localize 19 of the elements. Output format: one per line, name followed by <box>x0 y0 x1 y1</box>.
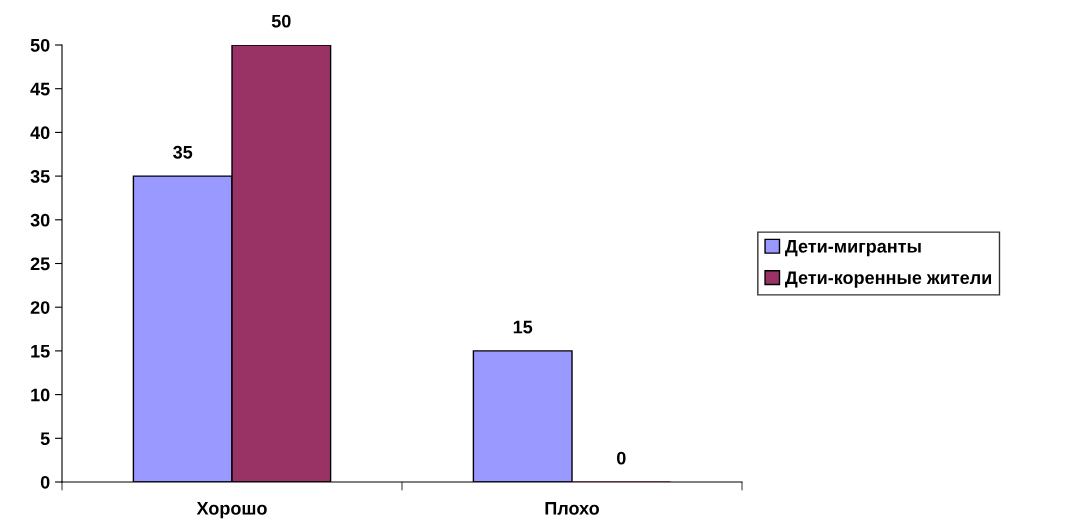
y-tick-label: 20 <box>30 301 50 314</box>
y-tick-label: 35 <box>30 170 50 183</box>
data-label: 0 <box>616 451 626 465</box>
y-tick-label: 40 <box>30 126 50 140</box>
legend-label: Дети-мигранты <box>785 240 921 257</box>
x-tick-label: Хорошо <box>196 502 267 519</box>
data-label: 50 <box>271 14 291 28</box>
x-tick-label: Плохо <box>545 502 599 515</box>
y-tick-label: 45 <box>30 82 50 96</box>
y-tick-label: 10 <box>31 388 50 402</box>
y-tick-label: 5 <box>40 432 50 446</box>
data-label: 35 <box>173 145 193 159</box>
legend-label: Дети-коренные жители <box>785 271 992 288</box>
y-tick-label: 25 <box>30 257 50 271</box>
y-tick-label: 15 <box>31 345 50 358</box>
data-label: 15 <box>513 320 533 334</box>
y-tick-label: 30 <box>30 213 50 227</box>
y-tick-label: 50 <box>30 38 50 52</box>
y-tick-label: 0 <box>40 475 50 489</box>
